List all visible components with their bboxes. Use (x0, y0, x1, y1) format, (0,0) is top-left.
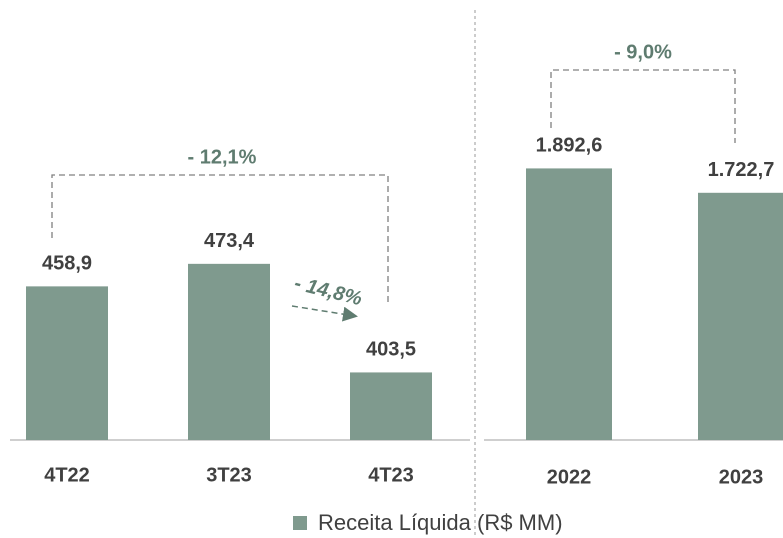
annotation: - 9,0% (614, 41, 672, 63)
x-tick-label: 2022 (547, 466, 592, 488)
annotation: - 14,8% (292, 272, 364, 310)
legend-swatch (293, 516, 307, 530)
bar (526, 168, 612, 440)
data-label: 473,4 (204, 230, 255, 252)
bar (698, 192, 783, 440)
data-label: 403,5 (366, 339, 416, 361)
data-label: 458,9 (42, 253, 92, 275)
comparison-bracket (550, 69, 736, 143)
bar (26, 286, 108, 440)
legend-label: Receita Líquida (R$ MM) (318, 510, 563, 535)
change-arrow (291, 305, 358, 322)
annotation: - 12,1% (188, 146, 257, 168)
comparison-bracket (51, 174, 389, 305)
x-tick-label: 4T23 (368, 464, 414, 486)
data-label: 1.722,7 (708, 159, 775, 181)
x-tick-label: 3T23 (206, 464, 252, 486)
x-tick-label: 2023 (719, 466, 764, 488)
bar (350, 372, 432, 440)
x-tick-label: 4T22 (44, 464, 90, 486)
data-label: 1.892,6 (536, 135, 603, 157)
bar (188, 263, 270, 440)
